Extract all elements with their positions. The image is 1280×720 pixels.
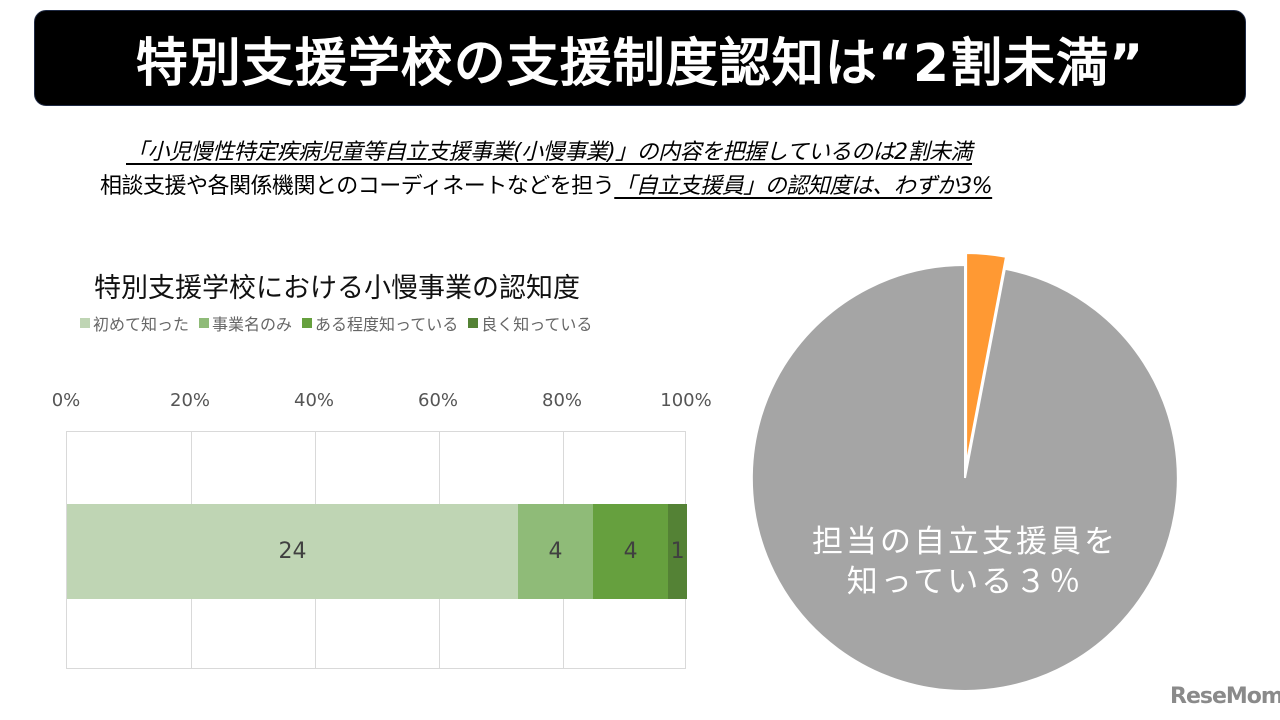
x-axis-tick: 60% xyxy=(417,390,459,411)
bar-chart-legend: 初めて知った 事業名のみ ある程度知っている 良く知っている xyxy=(80,311,592,335)
pie-annotation: 担当の自立支援員を 知っている３％ xyxy=(812,524,1118,600)
bar-segment-name-only: 4 xyxy=(517,504,594,599)
legend-swatch-icon xyxy=(80,318,90,328)
legend-item-well: 良く知っている xyxy=(468,311,592,335)
legend-swatch-icon xyxy=(468,318,479,328)
x-axis-tick: 40% xyxy=(293,390,335,411)
bar-chart-plot-area: 24 4 4 1 xyxy=(66,431,687,669)
pie-chart xyxy=(750,251,1179,692)
x-axis-tick: 20% xyxy=(169,390,211,411)
subtitle-line-2-plain: 相談支援や各関係機関とのコーディネートなどを担う xyxy=(100,174,615,199)
stacked-bar: 24 4 4 1 xyxy=(67,504,687,599)
legend-item-somewhat: ある程度知っている xyxy=(302,311,458,335)
pie-slice-not-known xyxy=(750,263,1179,692)
subtitle-line-2: 相談支援や各関係機関とのコーディネートなどを担う「自立支援員」の認知度は、わずか… xyxy=(100,168,993,200)
legend-swatch-icon xyxy=(302,318,313,328)
bar-segment-somewhat: 4 xyxy=(593,504,669,599)
x-axis-tick: 0% xyxy=(51,390,81,411)
legend-swatch-icon xyxy=(199,318,210,328)
legend-item-first-time: 初めて知った xyxy=(80,311,189,335)
title-banner: 特別支援学校の支援制度認知は“2割未満” xyxy=(34,10,1246,106)
bar-chart-title: 特別支援学校における小慢事業の認知度 xyxy=(94,273,580,304)
subtitle-line-2-underlined: 「自立支援員」の認知度は、わずか3% xyxy=(614,174,993,199)
legend-item-name-only: 事業名のみ xyxy=(199,311,292,335)
pie-slice-known xyxy=(965,251,1008,467)
resemom-logo: ReseMom xyxy=(1170,684,1280,709)
page-title: 特別支援学校の支援制度認知は“2割未満” xyxy=(135,33,1145,94)
x-axis-tick: 80% xyxy=(541,390,583,411)
bar-segment-well: 1 xyxy=(668,504,687,599)
x-axis-tick: 100% xyxy=(660,390,712,411)
subtitle-line-1: 「小児慢性特定疾病児童等自立支援事業(小慢事業)」の内容を把握しているのは2割未… xyxy=(126,140,973,165)
bar-segment-first-time: 24 xyxy=(67,504,518,599)
